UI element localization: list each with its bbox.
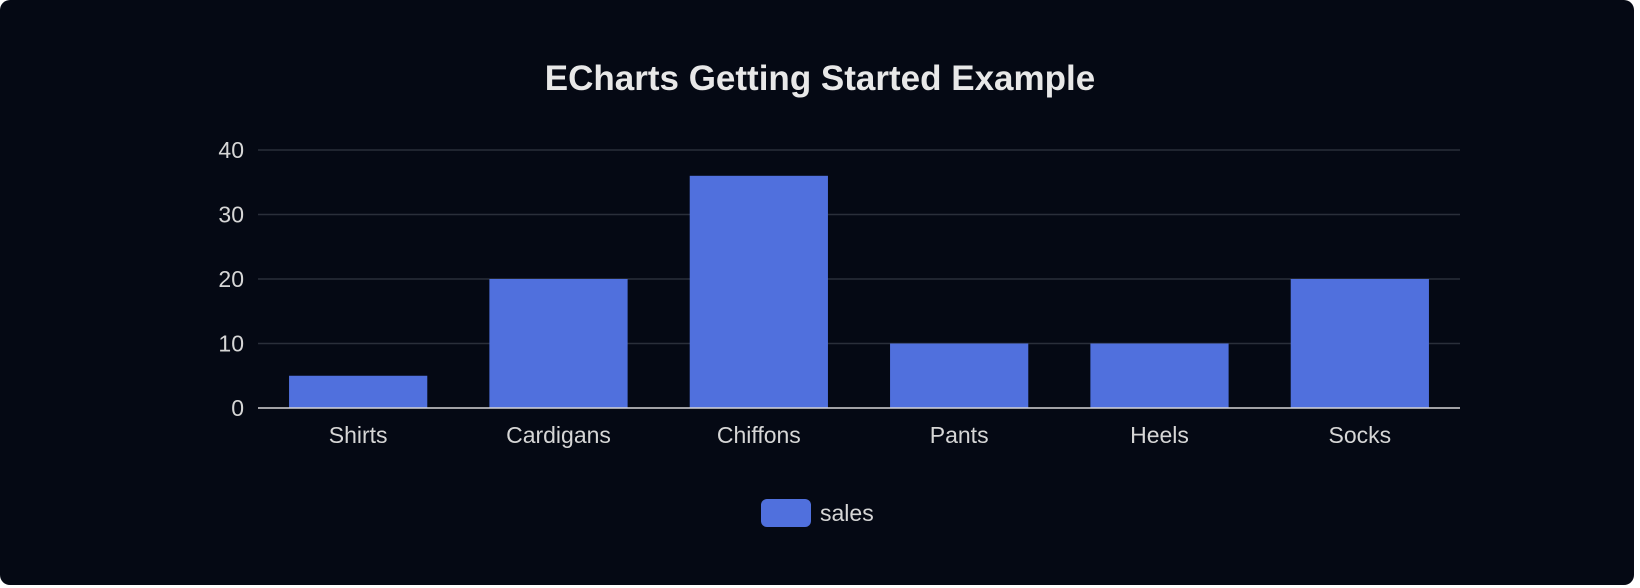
bars <box>289 175 1429 409</box>
bar-cardigans[interactable] <box>489 279 628 408</box>
x-axis-tick-labels: Shirts Cardigans Chiffons Pants Heels Socks <box>329 422 1391 448</box>
bar-chiffons[interactable] <box>689 175 828 408</box>
y-tick-label: 30 <box>218 202 244 228</box>
bar-pants[interactable] <box>890 343 1029 409</box>
x-tick-label: Cardigans <box>506 422 611 448</box>
legend-swatch[interactable] <box>761 499 811 527</box>
bar-heels[interactable] <box>1090 343 1229 409</box>
y-axis-tick-labels: 0 10 20 30 40 <box>218 137 244 421</box>
y-tick-label: 0 <box>231 395 244 421</box>
legend-label[interactable]: sales <box>820 500 874 526</box>
x-tick-label: Shirts <box>329 422 388 448</box>
bar-socks[interactable] <box>1290 279 1429 408</box>
legend[interactable]: sales <box>761 499 874 527</box>
grid-lines <box>258 149 1460 345</box>
y-tick-label: 20 <box>218 266 244 292</box>
x-tick-label: Socks <box>1329 422 1392 448</box>
bar-shirts[interactable] <box>289 375 428 408</box>
x-tick-label: Pants <box>930 422 989 448</box>
x-tick-label: Heels <box>1130 422 1189 448</box>
x-tick-label: Chiffons <box>717 422 801 448</box>
y-tick-label: 40 <box>218 137 244 163</box>
chart-title: ECharts Getting Started Example <box>545 59 1095 98</box>
y-tick-label: 10 <box>218 331 244 357</box>
